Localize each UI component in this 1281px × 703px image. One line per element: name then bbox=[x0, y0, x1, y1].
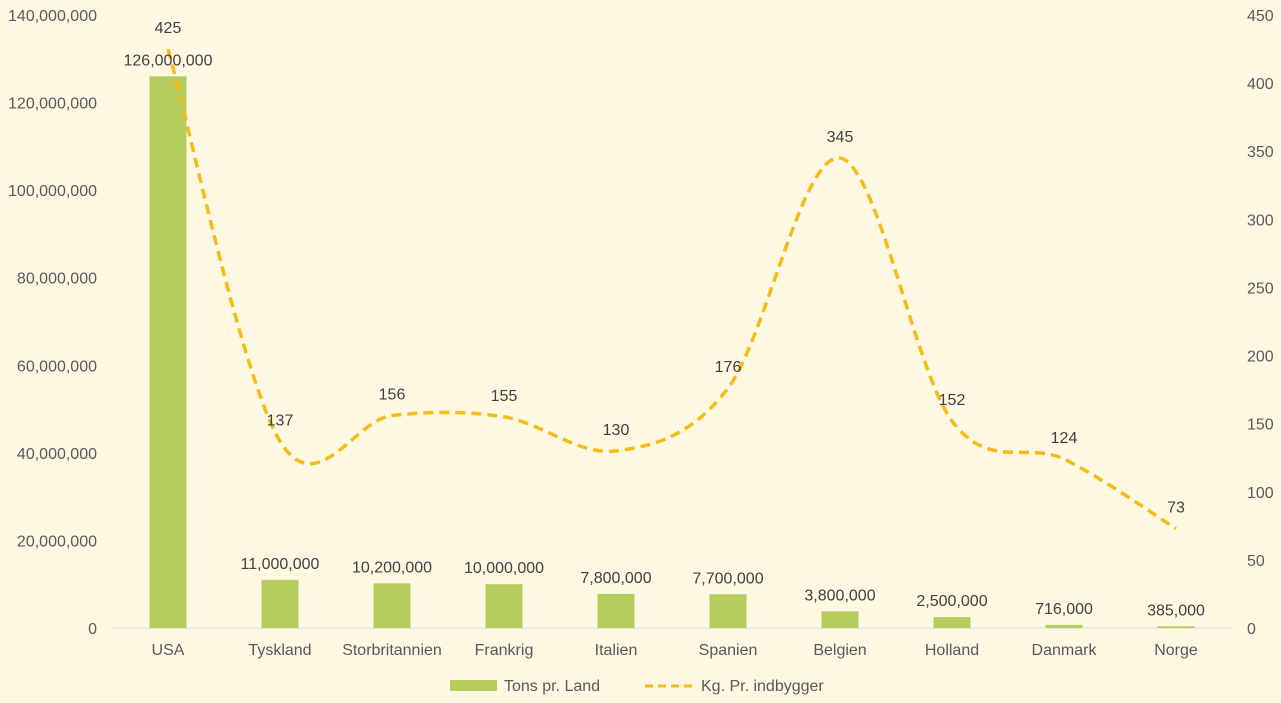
bar-data-label: 11,000,000 bbox=[241, 556, 320, 573]
bar bbox=[261, 579, 299, 628]
line-data-label: 152 bbox=[939, 392, 966, 409]
bar-data-labels: 126,000,000 11,000,000 10,200,000 10,000,00… bbox=[124, 52, 1206, 619]
legend-bar-swatch bbox=[450, 680, 497, 691]
legend: Tons pr. Land Kg. Pr. indbygger bbox=[450, 678, 824, 695]
bar-data-label: 10,200,000 bbox=[352, 559, 432, 576]
left-tick-label: 80,000,000 bbox=[17, 271, 97, 288]
bar-data-label: 2,500,000 bbox=[916, 593, 987, 610]
line-data-label: 73 bbox=[1167, 500, 1185, 517]
bar-data-label: 3,800,000 bbox=[804, 587, 875, 604]
line-data-label: 345 bbox=[827, 129, 854, 146]
category-label: Holland bbox=[925, 642, 979, 659]
line-data-label: 176 bbox=[715, 359, 742, 376]
category-label: USA bbox=[152, 642, 185, 659]
right-tick-label: 300 bbox=[1247, 212, 1274, 229]
bar bbox=[597, 593, 635, 628]
right-tick-label: 450 bbox=[1247, 8, 1274, 25]
bar-data-label: 716,000 bbox=[1035, 601, 1093, 618]
bar-data-label: 126,000,000 bbox=[124, 52, 213, 69]
bar-data-label: 385,000 bbox=[1147, 602, 1205, 619]
category-label: Danmark bbox=[1032, 642, 1098, 659]
line-data-label: 156 bbox=[379, 386, 406, 403]
left-tick-label: 40,000,000 bbox=[17, 446, 97, 463]
line-data-label: 130 bbox=[603, 422, 630, 439]
line-data-labels: 425 137 156 155 130 176 345 152 124 73 bbox=[155, 20, 1185, 517]
left-tick-label: 140,000,000 bbox=[8, 8, 97, 25]
right-tick-label: 150 bbox=[1247, 417, 1274, 434]
legend-bar-label: Tons pr. Land bbox=[504, 678, 600, 695]
line-data-label: 137 bbox=[267, 412, 294, 429]
right-tick-label: 100 bbox=[1247, 485, 1274, 502]
right-tick-label: 200 bbox=[1247, 349, 1274, 366]
category-label: Spanien bbox=[699, 642, 758, 659]
right-y-axis: 0 50 100 150 200 250 300 350 400 450 bbox=[1247, 8, 1274, 638]
bar bbox=[1045, 624, 1083, 628]
bar bbox=[1157, 626, 1195, 628]
bar-series bbox=[149, 76, 1195, 629]
category-label: Norge bbox=[1154, 642, 1198, 659]
right-tick-label: 350 bbox=[1247, 144, 1274, 161]
right-tick-label: 400 bbox=[1247, 76, 1274, 93]
category-label: Italien bbox=[595, 642, 638, 659]
line-data-label: 124 bbox=[1051, 430, 1078, 447]
bar bbox=[933, 617, 971, 628]
left-tick-label: 120,000,000 bbox=[8, 96, 97, 113]
category-label: Storbritannien bbox=[342, 642, 442, 659]
category-label: Tyskland bbox=[248, 642, 311, 659]
left-tick-label: 20,000,000 bbox=[17, 533, 97, 550]
left-tick-label: 0 bbox=[88, 621, 97, 638]
bar-data-label: 7,700,000 bbox=[692, 570, 763, 587]
line-path bbox=[166, 48, 1177, 531]
bar-data-label: 10,000,000 bbox=[464, 560, 544, 577]
bar-data-label: 7,800,000 bbox=[580, 570, 651, 587]
right-tick-label: 50 bbox=[1247, 553, 1265, 570]
line-series bbox=[166, 48, 1177, 531]
line-data-label: 155 bbox=[491, 388, 518, 405]
line-data-label: 425 bbox=[155, 20, 182, 37]
legend-line-label: Kg. Pr. indbygger bbox=[701, 678, 824, 695]
category-labels: USA Tyskland Storbritannien Frankrig Italien… bbox=[152, 642, 1198, 659]
category-label: Frankrig bbox=[475, 642, 534, 659]
bar bbox=[149, 76, 187, 629]
bar bbox=[373, 583, 411, 628]
left-tick-label: 100,000,000 bbox=[8, 183, 97, 200]
bar bbox=[709, 594, 747, 628]
right-tick-label: 250 bbox=[1247, 280, 1274, 297]
category-label: Belgien bbox=[813, 642, 866, 659]
right-tick-label: 0 bbox=[1247, 621, 1256, 638]
left-y-axis: 0 20,000,000 40,000,000 60,000,000 80,000,00… bbox=[8, 8, 97, 638]
bar bbox=[821, 611, 859, 628]
bar bbox=[485, 584, 523, 628]
left-tick-label: 60,000,000 bbox=[17, 358, 97, 375]
